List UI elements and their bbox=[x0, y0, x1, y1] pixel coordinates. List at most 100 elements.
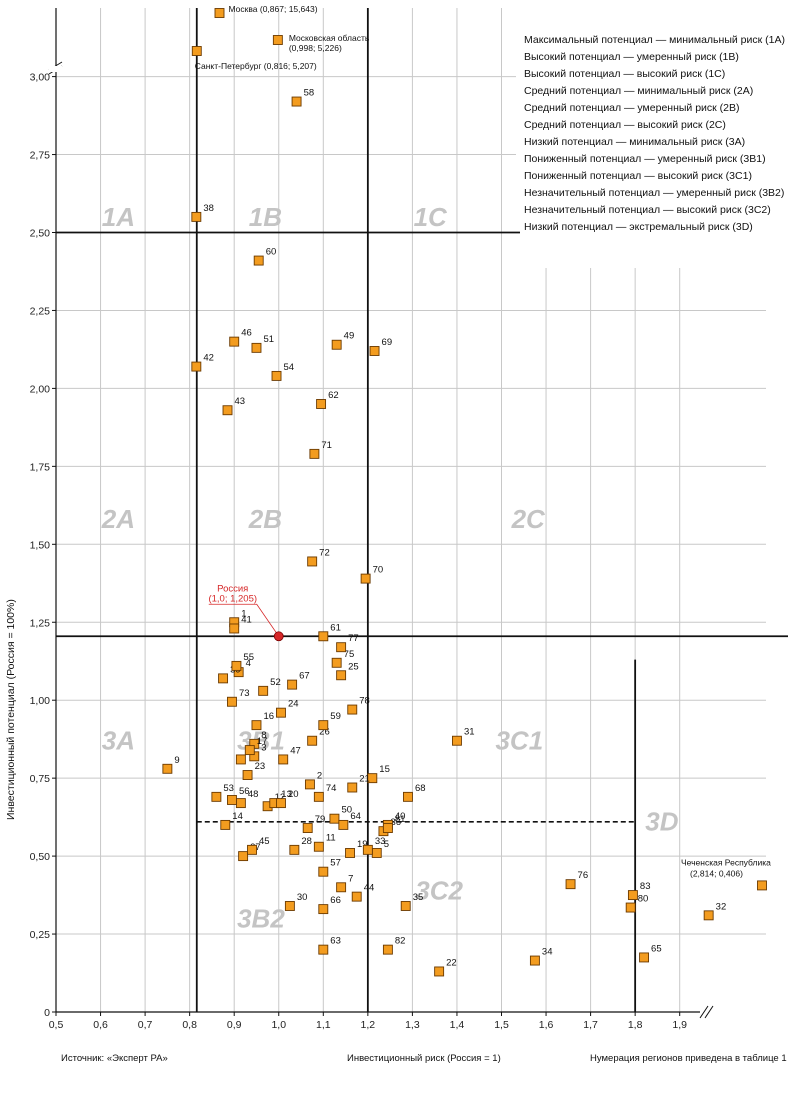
x-tick-label: 0,8 bbox=[182, 1019, 197, 1031]
point-marker-25 bbox=[336, 670, 347, 681]
x-tick-label: 0,6 bbox=[93, 1019, 108, 1031]
point-label-45: 45 bbox=[259, 836, 270, 847]
outlier-label-spb: Санкт-Петербург (0,816; 5,207) bbox=[195, 61, 317, 71]
point-label-58: 58 bbox=[304, 88, 315, 99]
y-tick-label: 2,25 bbox=[30, 305, 51, 317]
point-label-51: 51 bbox=[263, 334, 274, 345]
x-tick-label: 1,4 bbox=[450, 1019, 465, 1031]
point-marker-64 bbox=[338, 819, 349, 830]
point-label-30: 30 bbox=[297, 892, 308, 903]
x-tick-label: 0,7 bbox=[138, 1019, 153, 1031]
grid-lines bbox=[56, 8, 766, 1012]
point-marker-27 bbox=[238, 851, 249, 862]
zone-label: 3D bbox=[645, 807, 678, 837]
x-tick-label: 1,1 bbox=[316, 1019, 331, 1031]
point-marker-32 bbox=[703, 910, 714, 921]
zone-boundaries bbox=[56, 8, 788, 1012]
legend-entry: Высокий потенциал — умеренный риск (1В) bbox=[524, 51, 739, 63]
point-marker-81 bbox=[382, 823, 393, 833]
point-label-65: 65 bbox=[651, 943, 662, 954]
point-marker-48 bbox=[235, 798, 246, 809]
x-axis-label: Инвестиционный риск (Россия = 1) bbox=[347, 1053, 501, 1064]
data-points: 1234567891112131415161719202122232425262… bbox=[162, 88, 727, 977]
legend-entry: Максимальный потенциал — минимальный рис… bbox=[524, 34, 785, 46]
point-marker-33 bbox=[362, 844, 373, 855]
legend-entry: Высокий потенциал — высокий риск (1С) bbox=[524, 68, 725, 80]
point-label-52: 52 bbox=[270, 677, 281, 688]
y-tick-label: 0,25 bbox=[30, 929, 51, 941]
point-label-36: 36 bbox=[390, 817, 401, 828]
point-marker-30 bbox=[284, 901, 295, 911]
x-tick-label: 1,6 bbox=[539, 1019, 554, 1031]
legend-entry: Средний потенциал — минимальный риск (2А… bbox=[524, 85, 753, 97]
legend-entry: Незначительный потенциал — умеренный рис… bbox=[524, 187, 784, 199]
zone-label: 2C bbox=[511, 504, 546, 534]
x-axis-break bbox=[699, 1005, 714, 1019]
point-label-42: 42 bbox=[203, 353, 214, 364]
zone-label: 2B bbox=[248, 504, 282, 534]
point-label-53: 53 bbox=[223, 783, 234, 794]
point-marker-41 bbox=[229, 623, 240, 634]
point-marker-69 bbox=[369, 346, 380, 356]
point-marker-56 bbox=[227, 795, 237, 805]
point-label-13: 13 bbox=[281, 789, 292, 800]
point-marker-20 bbox=[276, 798, 286, 809]
point-label-70: 70 bbox=[373, 565, 384, 576]
point-marker-58 bbox=[291, 96, 302, 107]
point-marker-70 bbox=[360, 573, 371, 584]
point-label-2: 2 bbox=[317, 770, 322, 781]
legend-entry: Пониженный потенциал — высокий риск (3С1… bbox=[524, 170, 752, 182]
outlier-marker-chechnya bbox=[757, 880, 767, 891]
point-label-77: 77 bbox=[348, 633, 359, 644]
point-label-76: 76 bbox=[578, 870, 589, 881]
point-marker-16 bbox=[251, 720, 262, 731]
point-label-59: 59 bbox=[330, 711, 341, 722]
point-marker-67 bbox=[287, 679, 298, 690]
point-marker-24 bbox=[276, 707, 286, 718]
point-label-12: 12 bbox=[275, 792, 286, 803]
y-tick-label: 3,00 bbox=[30, 72, 51, 84]
zone-label: 3C1 bbox=[495, 726, 543, 756]
legend-entry: Пониженный потенциал — умеренный риск (3… bbox=[524, 153, 766, 165]
point-label-72: 72 bbox=[319, 547, 330, 558]
point-label-83: 83 bbox=[640, 881, 651, 892]
numbering-note: Нумерация регионов приведена в таблице 1 bbox=[590, 1053, 787, 1064]
point-marker-60 bbox=[253, 255, 264, 266]
point-label-75: 75 bbox=[344, 649, 355, 660]
point-label-11: 11 bbox=[326, 833, 336, 844]
point-marker-22 bbox=[434, 966, 445, 977]
point-marker-63 bbox=[318, 944, 329, 955]
point-label-55: 55 bbox=[243, 652, 254, 663]
point-marker-54 bbox=[271, 370, 282, 381]
point-label-69: 69 bbox=[382, 337, 393, 348]
point-label-33: 33 bbox=[375, 836, 386, 847]
point-marker-28 bbox=[289, 844, 300, 855]
point-marker-47 bbox=[278, 754, 289, 765]
legend-entry: Низкий потенциал — экстремальный риск (3… bbox=[524, 221, 753, 233]
point-label-78: 78 bbox=[359, 696, 370, 707]
point-label-5: 5 bbox=[384, 839, 389, 850]
point-marker-6 bbox=[235, 754, 246, 765]
point-marker-9 bbox=[162, 763, 173, 774]
point-label-9: 9 bbox=[174, 755, 179, 766]
point-marker-52 bbox=[258, 685, 269, 696]
y-axis-label: Инвестиционный потенциал (Россия = 100%) bbox=[5, 599, 17, 820]
point-marker-66 bbox=[318, 904, 329, 915]
zone-label: 3A bbox=[102, 726, 135, 756]
point-label-81: 81 bbox=[395, 814, 406, 825]
point-marker-77 bbox=[336, 642, 347, 653]
y-tick-label: 1,75 bbox=[30, 461, 51, 473]
point-label-3: 3 bbox=[261, 742, 266, 753]
russia-label: Россия bbox=[217, 583, 248, 594]
russia-leader-line bbox=[208, 603, 280, 637]
point-label-22: 22 bbox=[446, 957, 457, 968]
point-marker-15 bbox=[367, 773, 378, 784]
point-label-23: 23 bbox=[255, 761, 266, 772]
zone-label: 3C2 bbox=[415, 875, 463, 905]
point-label-32: 32 bbox=[716, 901, 727, 912]
point-label-73: 73 bbox=[239, 688, 250, 699]
point-label-63: 63 bbox=[330, 936, 341, 947]
legend-entry: Средний потенциал — высокий риск (2С) bbox=[524, 119, 726, 131]
